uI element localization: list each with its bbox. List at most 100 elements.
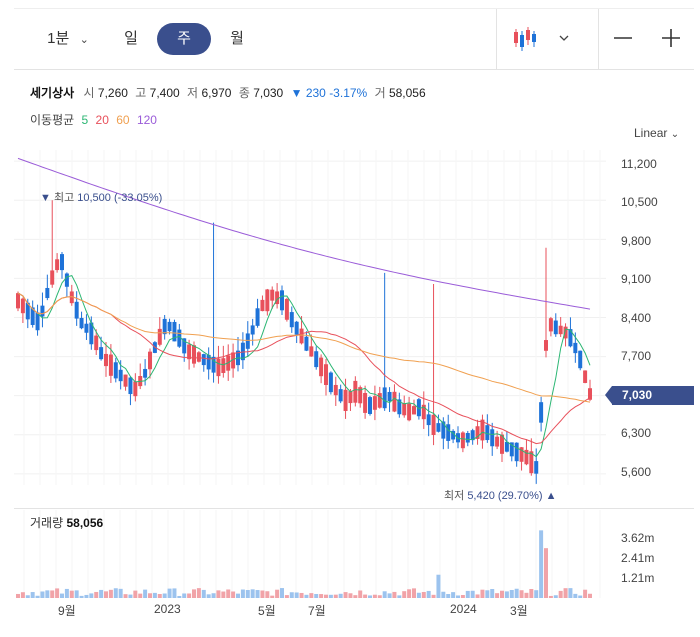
volume-bar — [588, 593, 592, 598]
volume-bar — [270, 595, 275, 598]
candle-body — [211, 356, 216, 373]
volume-bar — [382, 591, 387, 598]
volume-bar — [221, 591, 226, 598]
volume-bar — [309, 593, 314, 598]
low-annotation: 최저 5,420 (29.70%) ▲ — [444, 487, 557, 503]
y-tick: 6,300 — [621, 426, 652, 440]
candle-body — [231, 352, 236, 369]
volume-bar — [392, 591, 397, 598]
candle-body — [426, 414, 431, 426]
volume-bar — [206, 594, 211, 598]
volume-bar — [338, 593, 343, 598]
candle-body — [504, 441, 509, 452]
chart-type-button[interactable] — [510, 21, 569, 57]
candle-body — [45, 287, 50, 299]
stock-name: 세기상사 — [30, 86, 75, 100]
tab-week[interactable]: 주 — [157, 23, 211, 55]
volume-bar — [69, 590, 74, 598]
candle-body — [94, 335, 99, 351]
candle-body — [328, 372, 333, 393]
candle-body — [451, 430, 456, 440]
zoom-out-button[interactable] — [612, 21, 648, 57]
interval-selector[interactable]: 1분 ⌄ — [38, 23, 98, 55]
volume-bar — [35, 595, 40, 598]
candle-body — [524, 449, 529, 465]
volume-bar — [465, 590, 470, 598]
volume-tick: 2.41m — [621, 551, 655, 565]
volume-bar — [280, 588, 284, 598]
volume-bar — [490, 589, 495, 598]
volume-panel-value: 58,056 — [66, 516, 104, 530]
candle-body — [377, 393, 382, 408]
open-value: 7,260 — [97, 86, 128, 100]
ma-5[interactable]: 5 — [81, 113, 89, 127]
close-label: 종 — [238, 86, 250, 100]
candle-body — [573, 342, 578, 354]
candle-body — [143, 368, 148, 378]
candle-body — [255, 308, 260, 326]
x-tick: 7월 — [308, 604, 326, 618]
candle-body — [299, 328, 304, 344]
volume-bar — [167, 588, 172, 598]
minus-icon — [614, 37, 632, 39]
volume-bar — [563, 588, 568, 598]
candle-body — [250, 325, 255, 335]
candle-body — [60, 254, 64, 271]
candle-body — [446, 424, 451, 441]
open-label: 시 — [83, 86, 95, 100]
ma-60[interactable]: 60 — [116, 113, 130, 127]
low-label: 저 — [187, 86, 199, 100]
volume-value: 58,056 — [388, 86, 426, 100]
candle-body — [104, 353, 108, 367]
volume-bar — [504, 591, 509, 598]
volume-bar — [240, 589, 245, 598]
candle-body — [30, 307, 35, 325]
volume-bar — [583, 589, 588, 598]
volume-bar — [333, 594, 338, 598]
volume-bar — [431, 594, 436, 598]
candle-body — [412, 406, 416, 415]
candle-body — [475, 426, 480, 439]
down-arrow-icon: ▼ — [290, 86, 303, 100]
candle-body — [192, 345, 196, 364]
volume-bar — [519, 590, 524, 598]
candle-body — [172, 321, 177, 342]
candle-body — [55, 259, 60, 271]
zoom-in-button[interactable] — [660, 21, 696, 57]
ma-20[interactable]: 20 — [95, 113, 109, 127]
volume-bar — [74, 590, 79, 598]
candle-body — [529, 451, 534, 474]
candle-body — [35, 312, 40, 331]
scale-mode-toggle[interactable]: Linear ⌄ — [634, 126, 679, 140]
candle-body — [436, 423, 441, 432]
volume-bar — [177, 595, 182, 598]
tab-month[interactable]: 월 — [230, 30, 244, 47]
scale-mode-label: Linear — [634, 126, 668, 140]
volume-bar — [544, 548, 548, 598]
candle-body — [416, 399, 421, 417]
volume-bar — [64, 588, 69, 598]
volume-bar — [377, 595, 382, 598]
tab-day[interactable]: 일 — [124, 30, 138, 47]
volume-bar — [446, 594, 451, 598]
volume-bar — [368, 595, 372, 598]
volume-bar — [514, 588, 519, 598]
volume-panel — [14, 508, 694, 599]
candle-body — [275, 291, 280, 305]
candle-body — [519, 447, 524, 462]
low-annot-value: 5,420 — [467, 490, 495, 502]
candle-body — [196, 352, 201, 362]
candle-body — [99, 347, 104, 360]
volume-bar — [485, 590, 490, 598]
volume-bar — [192, 589, 196, 598]
volume-bar — [182, 593, 187, 598]
candle-body — [314, 351, 319, 368]
candle-body — [182, 338, 187, 354]
low-annot-pct: (29.70%) — [497, 490, 543, 502]
candle-body — [64, 273, 69, 287]
volume-bar — [402, 591, 407, 598]
candle-body — [534, 461, 539, 474]
volume-bar — [133, 590, 138, 598]
ma-120[interactable]: 120 — [136, 113, 157, 127]
